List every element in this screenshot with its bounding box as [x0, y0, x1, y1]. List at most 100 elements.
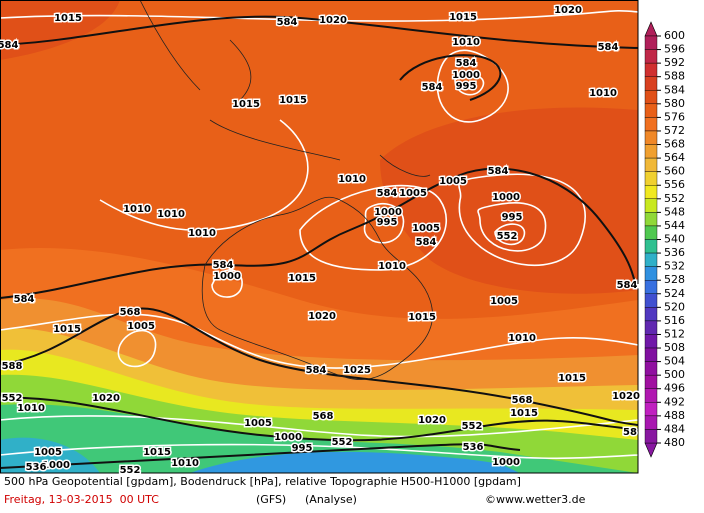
colorbar-label: 580: [664, 97, 685, 110]
isobar: [363, 203, 405, 244]
contour-label: 568: [120, 307, 141, 318]
contour-label: 995: [456, 81, 477, 92]
contour-label: 536: [463, 442, 484, 453]
colorbar-label: 488: [664, 409, 685, 422]
isobar: [117, 329, 157, 368]
contour-label: 58: [623, 427, 637, 438]
height-contour: [0, 167, 638, 299]
contour-label: 588: [2, 361, 23, 372]
contour-label: 1005: [412, 223, 440, 234]
footer-model: (GFS): [256, 493, 286, 506]
contour-label: 1000: [492, 192, 520, 203]
colorbar-label: 584: [664, 83, 685, 96]
colorbar-arrow: [644, 21, 658, 37]
colorbar-label: 556: [664, 178, 685, 191]
contour-label: 1020: [554, 5, 582, 16]
height-contour: [0, 443, 521, 469]
colorbar-label: 544: [664, 219, 685, 232]
footer-run: (Analyse): [305, 493, 357, 506]
contour-label: 584: [306, 365, 327, 376]
weather-map: [0, 0, 638, 473]
colorbar-label: 520: [664, 300, 685, 313]
colorbar-cell: [644, 212, 658, 227]
contour-label: 536: [26, 462, 47, 473]
colorbar-cell: [644, 144, 658, 159]
colorbar-arrow: [644, 442, 658, 458]
height-contour: [399, 54, 502, 101]
contour-label: 552: [332, 437, 353, 448]
contour-label: 1010: [123, 204, 151, 215]
colorbar-cell: [644, 49, 658, 64]
contour-label: 1015: [279, 95, 307, 106]
contour-label: 1000: [213, 271, 241, 282]
colorbar-cell: [644, 239, 658, 254]
contour-label: 995: [502, 212, 523, 223]
colorbar-label: 552: [664, 192, 685, 205]
contour-label: 584: [488, 166, 509, 177]
colorbar-label: 508: [664, 341, 685, 354]
isobar: [454, 74, 485, 96]
isobar: [299, 184, 447, 271]
height-contour: [0, 15, 638, 49]
colorbar-cell: [644, 35, 658, 50]
colorbar-cell: [644, 225, 658, 240]
colorbar-label: 532: [664, 260, 685, 273]
contour-label: 552: [2, 393, 23, 404]
colorbar-label: 564: [664, 151, 685, 164]
contour-label: 1000: [452, 70, 480, 81]
contour-label: 552: [497, 231, 518, 242]
field: [190, 451, 520, 473]
contour-label: 995: [377, 217, 398, 228]
colorbar-label: 572: [664, 124, 685, 137]
colorbar-label: 528: [664, 273, 685, 286]
colorbar-label: 548: [664, 205, 685, 218]
contour-label: 1010: [17, 403, 45, 414]
footer-credit: ©www.wetter3.de: [485, 493, 586, 506]
colorbar-cell: [644, 320, 658, 335]
contour-label: 584: [0, 40, 18, 51]
colorbar-cell: [644, 62, 658, 77]
colorbar-cell: [644, 76, 658, 91]
colorbar-cell: [644, 388, 658, 403]
contour-label: 584: [456, 58, 477, 69]
contour-label: 568: [512, 395, 533, 406]
contour-label: 1015: [143, 447, 171, 458]
colorbar-cell: [644, 157, 658, 172]
colorbar-cell: [644, 402, 658, 417]
contour-label: 552: [120, 465, 141, 476]
contour-label: 1000: [274, 432, 302, 443]
contour-label: 584: [422, 82, 443, 93]
contour-label: 1010: [508, 333, 536, 344]
contour-label: 1005: [399, 188, 427, 199]
colorbar-label: 504: [664, 355, 685, 368]
contour-label: 1005: [34, 447, 62, 458]
contour-label: 1020: [319, 15, 347, 26]
colorbar-label: 576: [664, 110, 685, 123]
contour-label: 1015: [558, 373, 586, 384]
colorbar-label: 496: [664, 382, 685, 395]
isobar: [211, 269, 243, 298]
colorbar-label: 536: [664, 246, 685, 259]
colorbar-cell: [644, 347, 658, 362]
colorbar-cell: [644, 198, 658, 213]
height-contour: [0, 307, 638, 426]
contour-label: 584: [617, 280, 638, 291]
contour-label: 1010: [589, 88, 617, 99]
colorbar-label: 600: [664, 29, 685, 42]
colorbar-label: 484: [664, 422, 685, 435]
colorbar-label: 524: [664, 287, 685, 300]
colorbar-cell: [644, 117, 658, 132]
colorbar-label: 588: [664, 70, 685, 83]
colorbar-cell: [644, 185, 658, 200]
colorbar-label: 540: [664, 233, 685, 246]
contour-label: 1015: [408, 312, 436, 323]
colorbar-cell: [644, 266, 658, 281]
contour-label: 1020: [418, 415, 446, 426]
isobar: [494, 223, 526, 246]
isobar: [0, 313, 638, 369]
contour-label: 1000: [374, 207, 402, 218]
coastline: [139, 0, 431, 177]
colorbar-cell: [644, 280, 658, 294]
contour-label: 584: [416, 237, 437, 248]
contour-label: 1005: [490, 296, 518, 307]
